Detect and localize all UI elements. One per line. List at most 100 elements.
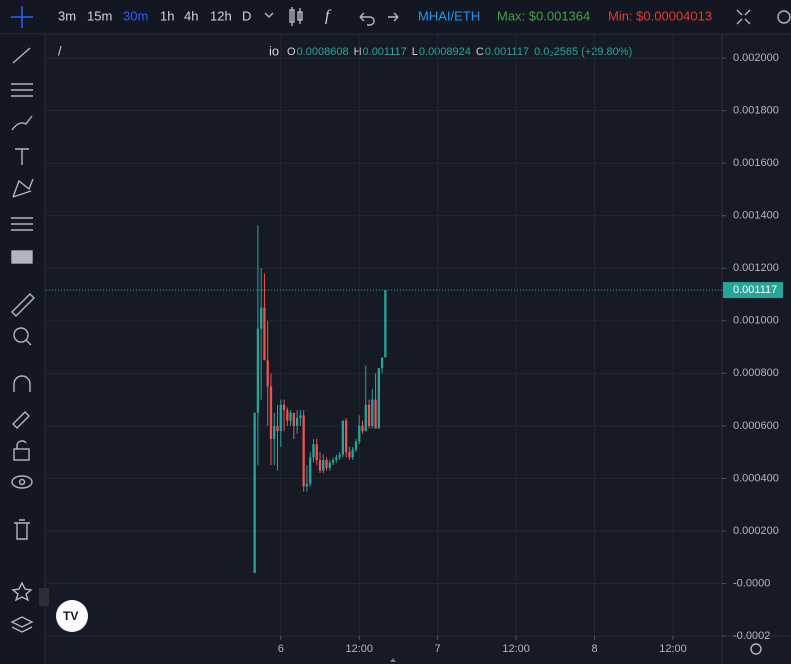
interval-button[interactable]: 12h [210, 8, 232, 23]
candle-body [358, 425, 361, 442]
grid [46, 34, 722, 637]
ohlc-legend: O 0.0008608 H 0.001117 L 0.0008924 C 0.001117 0.… [287, 46, 632, 58]
pane-marker: / [58, 43, 62, 58]
candle-body [309, 457, 312, 484]
x-tick-label: 12:00 [659, 643, 687, 655]
candle-body [253, 412, 256, 573]
candle-body [335, 457, 338, 461]
interval-button[interactable]: 30m [123, 8, 148, 23]
min-label: Min: $0.00004013 [608, 8, 712, 23]
y-tick-label: -0.0000 [733, 577, 770, 589]
candle-body [384, 290, 387, 358]
interval-button[interactable]: 1h [160, 8, 174, 23]
candle-body [315, 444, 318, 461]
fullscreen-icon[interactable] [736, 9, 751, 25]
candle-body [295, 417, 299, 426]
undo-icon[interactable] [359, 12, 375, 26]
candle-body [380, 357, 384, 369]
legend-value: 0.0008924 [419, 46, 471, 58]
legend-key: L [412, 46, 418, 58]
candle-body [286, 410, 289, 421]
legend-value: 0.001117 [485, 46, 529, 58]
legend-change: 0.0₂2565 (+29.80%) [534, 46, 632, 58]
candle-body [325, 460, 328, 468]
last-price-box [723, 282, 783, 299]
interval-button[interactable]: 4h [184, 8, 198, 23]
symbol: MHAI/ETH [418, 8, 480, 23]
candle-body [328, 462, 331, 468]
candle-body [305, 483, 309, 487]
candle-body [351, 449, 354, 458]
candle-body [338, 454, 341, 458]
candle-body [302, 415, 305, 487]
y-tick-label: 0.001000 [733, 315, 779, 327]
legend-value: 0.0008608 [297, 46, 349, 58]
candle-body [260, 307, 263, 329]
tv-logo-mark: TV [63, 609, 78, 623]
chart-type-icon[interactable] [289, 7, 303, 26]
x-tick-label: 8 [591, 643, 597, 655]
candle-body [322, 460, 325, 471]
candle-body [367, 404, 371, 426]
candle-body [279, 404, 282, 432]
y-tick-label: 0.001400 [733, 210, 779, 222]
candle-body [266, 360, 269, 387]
candle-body [377, 368, 380, 429]
tv-logo [56, 600, 88, 632]
candle-body [312, 444, 315, 458]
legend-key: O [287, 46, 296, 58]
crosshair-icon[interactable] [11, 6, 33, 28]
y-tick-label: 0.000800 [733, 367, 779, 379]
candle-body [282, 404, 286, 411]
plot-bg [45, 34, 791, 664]
y-tick-label: 0.002000 [733, 52, 779, 64]
y-tick-label: 0.000600 [733, 420, 779, 432]
candle-body [354, 441, 358, 450]
max-label: Max: $0.001364 [497, 8, 590, 23]
candle-body [273, 425, 276, 439]
candle-body [263, 307, 266, 361]
interval-button[interactable]: 3m [58, 8, 76, 23]
candle-body [318, 460, 322, 471]
x-tick-label: 12:00 [345, 643, 373, 655]
y-tick-label: -0.0002 [733, 630, 770, 642]
y-tick-label: 0.001200 [733, 262, 779, 274]
axis-settings-icon[interactable] [750, 643, 762, 655]
candle-body [331, 460, 335, 463]
candle-body [269, 386, 273, 439]
interval-button[interactable]: 15m [87, 8, 112, 23]
last-price-label: 0.001117 [733, 284, 777, 296]
candle-body [345, 420, 348, 453]
dropdown-icon[interactable] [264, 12, 274, 18]
drawing-tools[interactable] [10, 47, 35, 633]
y-tick-label: 0.000400 [733, 472, 779, 484]
scroll-marker [390, 658, 396, 662]
indicators-icon[interactable]: f [325, 8, 332, 25]
candle-body [348, 452, 351, 458]
candle-body [364, 404, 367, 432]
candle-body [374, 399, 377, 429]
candle-body [292, 412, 295, 426]
candle-body [256, 328, 260, 413]
candle-body [299, 415, 302, 418]
interval-button[interactable]: D [242, 8, 251, 23]
y-tick-label: 0.000200 [733, 525, 779, 537]
candle-body [341, 420, 345, 455]
legend-key: C [476, 46, 484, 58]
x-tick-label: 6 [278, 643, 284, 655]
redo-icon[interactable] [388, 12, 399, 22]
x-tick-label: 7 [435, 643, 441, 655]
collapse-button[interactable] [39, 588, 49, 606]
settings-icon[interactable] [777, 10, 791, 24]
legend-name: io [269, 43, 279, 58]
y-tick-label: 0.001600 [733, 157, 779, 169]
candle-body [371, 399, 374, 426]
candle-body [361, 425, 364, 432]
legend-key: H [354, 46, 362, 58]
legend-value: 0.001117 [363, 46, 407, 58]
y-tick-label: 0.001800 [733, 105, 779, 117]
x-tick-label: 12:00 [502, 643, 530, 655]
candle-body [289, 412, 292, 421]
